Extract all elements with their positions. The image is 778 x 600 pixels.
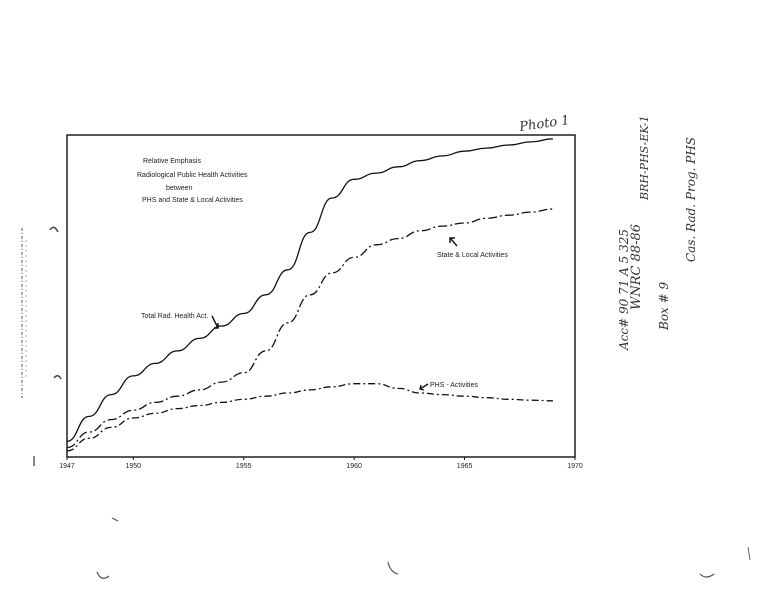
handwritten-line: WNRC 88-86 xyxy=(629,224,644,310)
title-line-4: PHS and State & Local Activities xyxy=(142,197,243,204)
title-line-2: Radiological Public Health Activities xyxy=(137,172,248,179)
arrow-icon xyxy=(449,237,458,247)
annotation-state-local-label: State & Local Activities xyxy=(437,252,508,259)
annotation-phs: PHS - Activities xyxy=(419,382,478,391)
x-tick-label: 1947 xyxy=(59,463,75,470)
x-tick-label: 1955 xyxy=(236,463,252,470)
handwritten-line: Box # 9 xyxy=(657,282,671,331)
annotation-phs-label: PHS - Activities xyxy=(430,382,478,389)
x-axis-ticks: 1947 1950 1955 1960 1965 1970 xyxy=(59,457,583,470)
annotation-total-label: Total Rad. Health Act. xyxy=(141,313,208,320)
series-line-3 xyxy=(66,383,553,452)
title-line-1: Relative Emphasis xyxy=(143,158,201,165)
handwritten-line: Cas. Rad. Prog. PHS xyxy=(684,137,698,262)
x-tick-label: 1965 xyxy=(457,463,473,470)
arrow-icon xyxy=(419,383,429,391)
x-tick-label: 1960 xyxy=(346,463,362,470)
series-layer xyxy=(66,138,553,452)
chart-title: Relative Emphasis Radiological Public He… xyxy=(137,158,248,204)
x-tick-label: 1970 xyxy=(567,463,583,470)
x-tick-label: 1950 xyxy=(126,463,142,470)
plot-frame xyxy=(66,134,576,458)
annotation-total: Total Rad. Health Act. xyxy=(141,313,219,329)
handwritten-corner-note: Photo 1 xyxy=(517,113,570,135)
title-line-3: between xyxy=(166,185,193,192)
series-line-2 xyxy=(66,208,553,449)
handwritten-archive-notes: WNRC 88-86 Acc# 90 71 A 5 325 Box # 9 BR… xyxy=(617,116,698,352)
series-line-1 xyxy=(66,138,553,443)
scan-artifacts xyxy=(21,226,751,579)
handwritten-line: BRH-PHS-EK-1 xyxy=(638,116,651,202)
arrow-icon xyxy=(211,315,219,329)
annotation-state-local: State & Local Activities xyxy=(437,237,508,259)
handwritten-line: Acc# 90 71 A 5 325 xyxy=(617,229,631,351)
